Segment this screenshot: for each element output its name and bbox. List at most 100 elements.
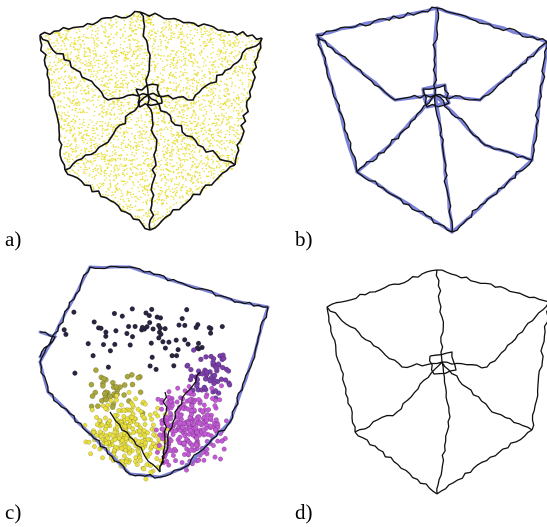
cluster-point <box>93 367 99 373</box>
cluster-point <box>154 449 160 455</box>
cluster-point <box>182 322 188 329</box>
cluster-point <box>126 389 132 395</box>
cluster-point <box>142 401 148 407</box>
cube-outline-edges <box>316 6 547 233</box>
cluster-point <box>175 385 181 391</box>
cube-outline-edges <box>326 269 547 495</box>
cluster-point <box>149 416 155 422</box>
cluster-point <box>88 381 95 388</box>
cluster-point <box>124 330 130 337</box>
cluster-point <box>219 438 225 444</box>
cube-edge-9 <box>159 371 201 473</box>
cluster-point <box>221 446 227 452</box>
cluster-point <box>129 306 135 312</box>
cluster-point <box>154 456 160 462</box>
cluster-point <box>143 310 149 316</box>
cluster-point <box>166 389 172 395</box>
cluster-point <box>177 440 183 446</box>
cluster-point <box>158 331 164 337</box>
cluster-point <box>195 340 202 347</box>
cluster-point <box>176 322 182 328</box>
cluster-point <box>72 370 78 376</box>
cluster-point <box>219 323 225 330</box>
cluster-point <box>146 312 152 319</box>
cluster-point <box>193 324 199 331</box>
cluster-point <box>141 415 147 421</box>
cluster-point <box>207 378 213 384</box>
cluster-point <box>126 450 132 456</box>
skeleton-curve-7 <box>315 33 437 102</box>
cube-edge-1 <box>139 11 263 41</box>
cluster-point <box>167 410 173 416</box>
cluster-point <box>91 319 97 325</box>
cluster-point <box>218 376 225 383</box>
cluster-point <box>134 462 140 468</box>
panel-b-skeleton-overlay <box>287 0 547 240</box>
cube-edge-1 <box>129 266 269 308</box>
skeleton-line-5 <box>436 429 533 495</box>
cluster-point <box>113 444 119 450</box>
cluster-point <box>137 389 144 395</box>
cluster-point <box>136 439 142 445</box>
cluster-point <box>126 323 132 330</box>
cluster-point <box>97 429 103 435</box>
cluster-point <box>100 383 106 389</box>
cluster-point <box>166 462 172 468</box>
cluster-point <box>184 362 191 369</box>
cluster-point <box>166 339 172 345</box>
cluster-point <box>119 458 125 464</box>
cluster-point <box>181 440 187 446</box>
skeleton-curve-2 <box>315 33 359 174</box>
cluster-point <box>177 434 183 440</box>
cluster-point <box>116 408 122 413</box>
cluster-point <box>142 433 148 439</box>
cluster-point <box>109 404 116 410</box>
cluster-point <box>226 382 233 388</box>
cluster-point <box>156 335 162 341</box>
cluster-point <box>214 365 220 372</box>
cluster-point <box>133 455 139 461</box>
cluster-point <box>223 418 229 424</box>
cluster-point <box>194 429 200 435</box>
cluster-point <box>142 422 148 427</box>
cluster-point <box>126 445 132 451</box>
cluster-point <box>204 412 210 418</box>
cluster-point <box>147 412 153 418</box>
skeleton-line-10 <box>354 361 443 433</box>
skeleton-line-1 <box>436 269 547 303</box>
cluster-point <box>194 435 200 441</box>
cluster-point <box>133 396 139 402</box>
cube-outline-edges <box>39 265 269 479</box>
cube-edge-5 <box>149 164 236 231</box>
cluster-point <box>150 422 156 428</box>
cube-edge-0 <box>316 6 438 37</box>
cluster-point <box>218 383 224 389</box>
cluster-point <box>188 366 194 373</box>
cube-edge-7 <box>39 34 149 101</box>
cube-outline-edges <box>39 10 263 231</box>
cluster-point <box>156 443 162 449</box>
cluster-point <box>217 397 223 403</box>
cube-edge-3 <box>234 37 263 166</box>
cluster-point <box>97 418 103 424</box>
cluster-point <box>182 337 188 343</box>
cluster-point <box>193 442 199 448</box>
cluster-point <box>104 441 109 447</box>
cube-edge-10 <box>356 94 436 173</box>
cluster-point <box>187 427 193 433</box>
cluster-point <box>209 385 215 391</box>
cluster-point <box>153 366 159 373</box>
cluster-point <box>121 382 128 388</box>
cluster-point <box>181 451 187 457</box>
cluster-point <box>122 423 128 429</box>
cluster-point <box>225 368 232 374</box>
cluster-point <box>107 348 114 354</box>
cluster-point <box>112 341 118 348</box>
cluster-point <box>182 433 188 439</box>
cluster-point <box>173 337 179 343</box>
skeleton-line-2 <box>326 306 356 433</box>
cluster-point <box>153 427 159 433</box>
cluster-point <box>112 437 118 443</box>
cluster-point <box>152 410 158 416</box>
cluster-point <box>168 398 174 404</box>
